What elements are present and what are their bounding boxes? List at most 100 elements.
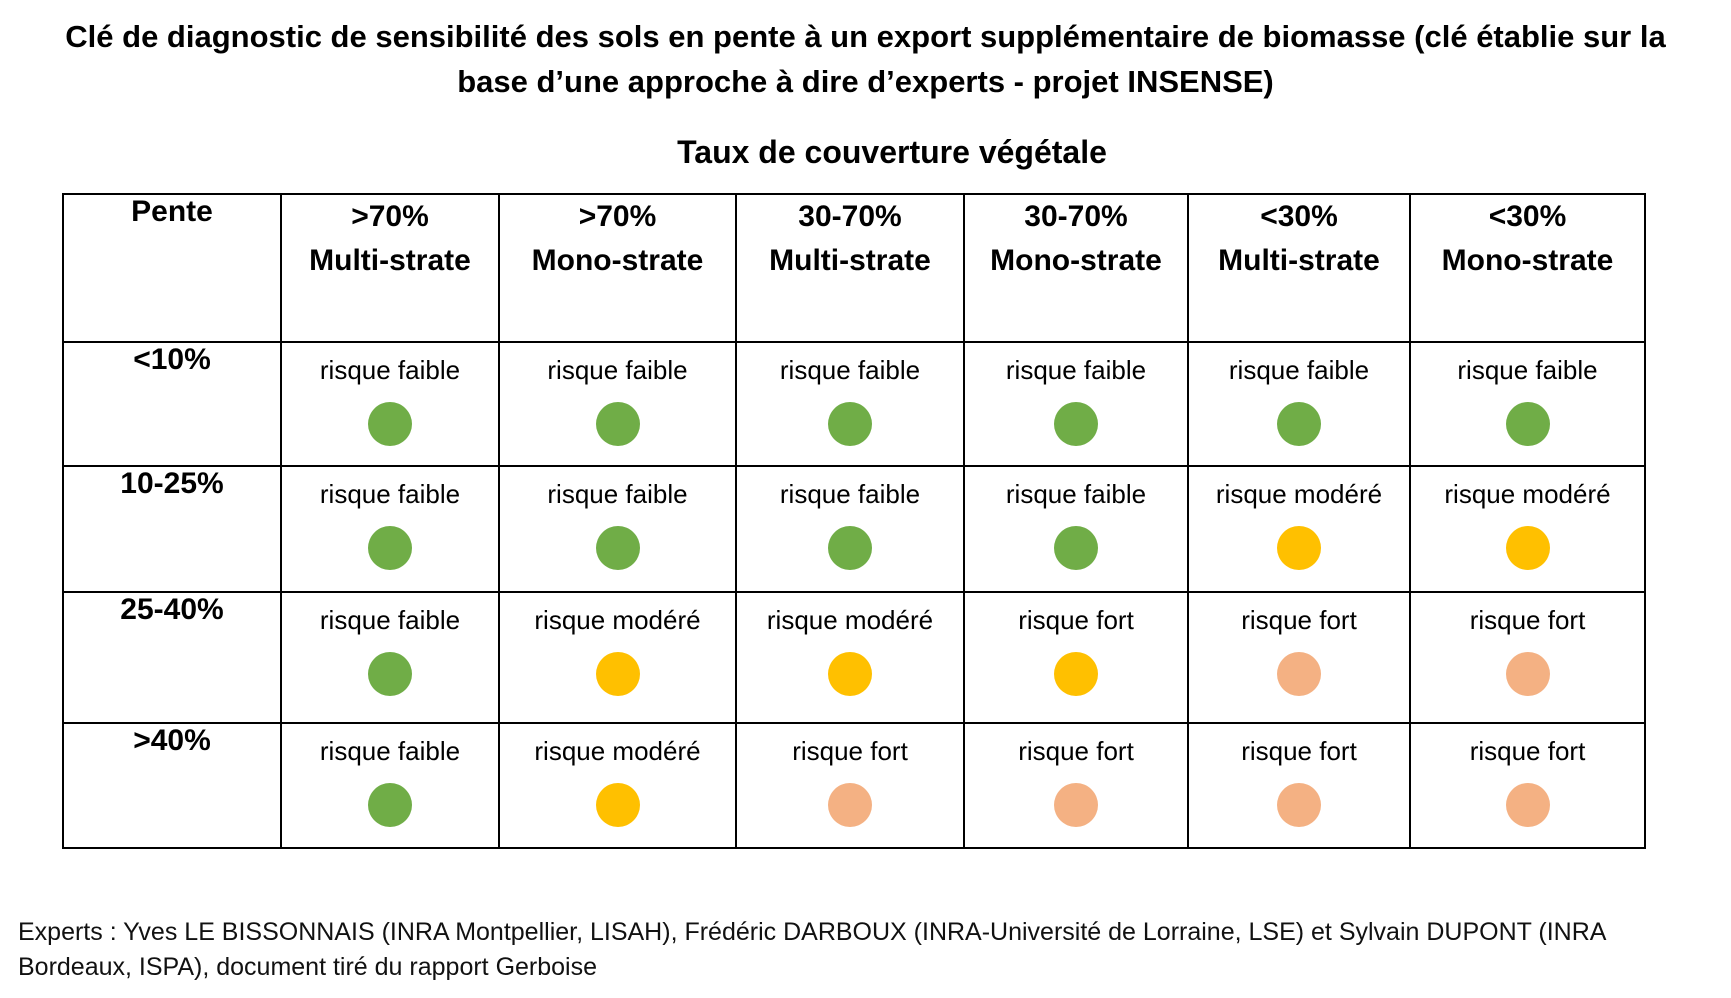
risk-dot-icon	[828, 652, 872, 696]
table-subtitle: Taux de couverture végétale	[677, 134, 1107, 170]
risk-label: risque faible	[319, 736, 461, 766]
corner-header: Pente	[62, 193, 282, 343]
column-header: 30-70% Multi-strate	[735, 193, 965, 343]
risk-cell: risque fort	[1187, 591, 1411, 724]
table-row: <10% risque faible risque faible risque …	[62, 341, 1646, 467]
risk-dot-icon	[1505, 652, 1550, 696]
risk-label: risque modéré	[534, 605, 701, 635]
column-pct: <30%	[1488, 200, 1567, 233]
column-header: >70% Mono-strate	[498, 193, 737, 343]
risk-label: risque fort	[1241, 736, 1357, 766]
risk-label: risque fort	[1469, 605, 1586, 635]
column-strate: Mono-strate	[531, 244, 704, 277]
risk-cell: risque faible	[963, 465, 1189, 593]
table-row: 25-40% risque faible risque modéré risqu…	[62, 591, 1646, 724]
column-pct: >70%	[351, 200, 429, 233]
risk-dot-icon	[368, 652, 412, 696]
risk-cell: risque faible	[498, 341, 737, 467]
row-header-pente: >40%	[62, 722, 282, 849]
risk-label: risque faible	[1005, 355, 1147, 385]
risk-dot-icon	[595, 783, 640, 827]
risk-dot-icon	[1054, 526, 1098, 570]
column-header: >70% Multi-strate	[280, 193, 500, 343]
column-pct: 30-70%	[798, 200, 902, 233]
risk-dot-icon	[1277, 652, 1321, 696]
risk-cell: risque fort	[735, 722, 965, 849]
risk-cell: risque modéré	[498, 722, 737, 849]
pente-label: Pente	[131, 195, 213, 228]
risk-dot-icon	[1505, 402, 1550, 446]
risk-label: risque faible	[1005, 479, 1147, 509]
row-header-pente: 10-25%	[62, 465, 282, 593]
risk-cell: risque fort	[1409, 591, 1646, 724]
risk-dot-icon	[595, 652, 640, 696]
risk-cell: risque faible	[280, 591, 500, 724]
risk-dot-icon	[1054, 652, 1098, 696]
risk-cell: risque faible	[735, 465, 965, 593]
risk-dot-icon	[1505, 783, 1550, 827]
risk-label: risque faible	[319, 479, 461, 509]
experts-footnote: Experts : Yves LE BISSONNAIS (INRA Montp…	[18, 915, 1718, 985]
risk-dot-icon	[828, 526, 872, 570]
risk-label: risque faible	[319, 355, 461, 385]
risk-cell: risque modéré	[735, 591, 965, 724]
risk-cell: risque fort	[963, 722, 1189, 849]
risk-label: risque faible	[1457, 355, 1598, 385]
risk-label: risque modéré	[1444, 479, 1611, 509]
risk-dot-icon	[828, 402, 872, 446]
risk-label: risque fort	[1018, 605, 1134, 635]
risk-cell: risque faible	[280, 465, 500, 593]
risk-label: risque faible	[547, 355, 688, 385]
risk-label: risque modéré	[766, 605, 934, 635]
risk-dot-icon	[828, 783, 872, 827]
title-line-2: base d’une approche à dire d’experts - p…	[457, 64, 1274, 99]
risk-dot-icon	[1277, 526, 1321, 570]
risk-cell: risque faible	[963, 341, 1189, 467]
risk-label: risque faible	[1228, 355, 1370, 385]
diagnostic-key-table: Pente >70% Multi-strate >70% Mono-strate…	[62, 193, 1646, 849]
column-header: 30-70% Mono-strate	[963, 193, 1189, 343]
table-row: 10-25% risque faible risque faible risqu…	[62, 465, 1646, 593]
risk-label: risque faible	[547, 479, 688, 509]
risk-label: risque fort	[792, 736, 908, 766]
risk-cell: risque faible	[280, 341, 500, 467]
risk-dot-icon	[1277, 783, 1321, 827]
risk-label: risque faible	[779, 479, 921, 509]
column-pct: 30-70%	[1024, 200, 1128, 233]
risk-cell: risque faible	[280, 722, 500, 849]
footnote-line-2: Bordeaux, ISPA), document tiré du rappor…	[18, 953, 598, 981]
risk-label: risque modéré	[1215, 479, 1383, 509]
column-pct: >70%	[578, 200, 657, 233]
page-title: Clé de diagnostic de sensibilité des sol…	[0, 14, 1731, 104]
row-header-pente: 25-40%	[62, 591, 282, 724]
risk-dot-icon	[368, 402, 412, 446]
column-strate: Multi-strate	[1218, 244, 1380, 277]
risk-cell: risque fort	[1187, 722, 1411, 849]
column-strate: Mono-strate	[990, 244, 1162, 277]
risk-dot-icon	[1505, 526, 1550, 570]
risk-label: risque faible	[779, 355, 921, 385]
risk-cell: risque fort	[1409, 722, 1646, 849]
risk-cell: risque faible	[1409, 341, 1646, 467]
column-strate: Mono-strate	[1441, 244, 1614, 277]
risk-dot-icon	[368, 783, 412, 827]
title-line-1: Clé de diagnostic de sensibilité des sol…	[65, 19, 1666, 54]
risk-label: risque fort	[1241, 605, 1357, 635]
column-strate: Multi-strate	[769, 244, 931, 277]
column-header: <30% Mono-strate	[1409, 193, 1646, 343]
column-pct: <30%	[1260, 200, 1338, 233]
risk-label: risque fort	[1469, 736, 1586, 766]
row-header-pente: <10%	[62, 341, 282, 467]
table-row: >40% risque faible risque modéré risque …	[62, 722, 1646, 849]
risk-dot-icon	[1054, 783, 1098, 827]
risk-cell: risque faible	[498, 465, 737, 593]
risk-cell: risque modéré	[498, 591, 737, 724]
risk-cell: risque faible	[735, 341, 965, 467]
risk-dot-icon	[595, 526, 640, 570]
risk-cell: risque faible	[1187, 341, 1411, 467]
column-strate: Multi-strate	[309, 244, 471, 277]
column-header: <30% Multi-strate	[1187, 193, 1411, 343]
risk-label: risque fort	[1018, 736, 1134, 766]
risk-cell: risque modéré	[1187, 465, 1411, 593]
risk-dot-icon	[595, 402, 640, 446]
